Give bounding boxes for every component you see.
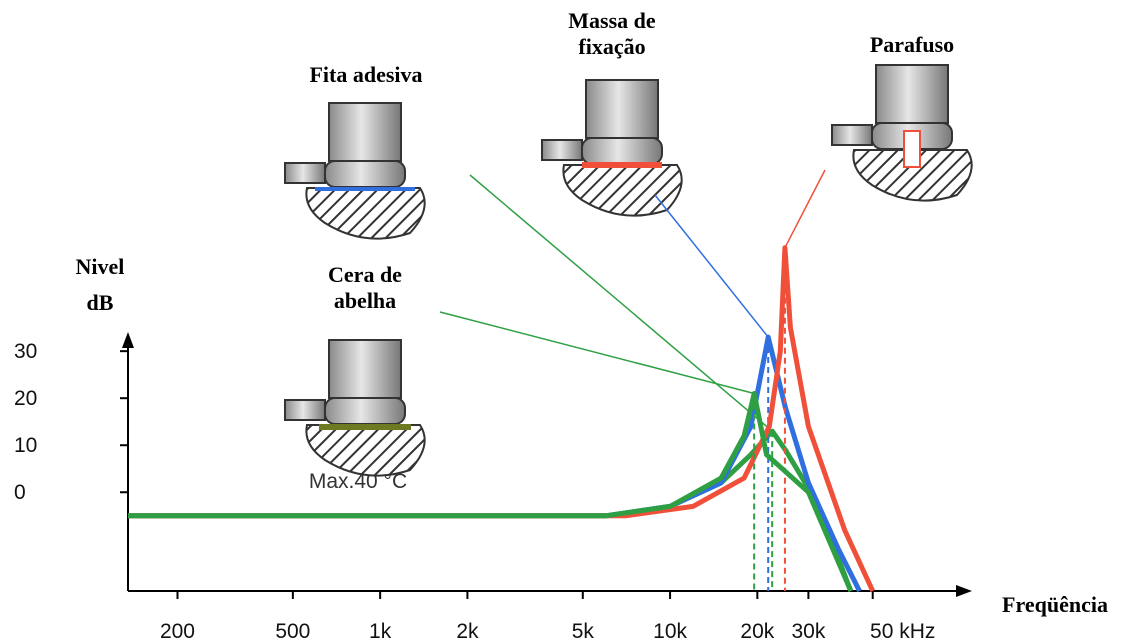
surface [563,165,681,216]
y-tick-label: 10 [14,434,37,457]
connector [285,163,325,183]
sensor-illustration [285,340,425,476]
leader-line [440,312,754,393]
connector [285,400,325,420]
sensor-nut [582,138,662,164]
x-tick-label: 200 [160,620,195,643]
series-label: Fita adesiva [281,62,451,88]
x-tick-label: 30k [791,620,825,643]
x-axis-label: Freqüência [1002,592,1108,617]
sensor-illustration [542,80,682,216]
y-tick-label: 20 [14,387,37,410]
chart: Freqüência Nivel dB Max.40 °C 3020100200… [0,0,1135,644]
series-label: Massa de fixação [557,8,667,60]
page: Freqüência Nivel dB Max.40 °C 3020100200… [0,0,1135,644]
sensor-body [586,80,658,138]
series-label: Cera de abelha [315,262,415,314]
sensor-body [329,103,401,161]
x-tick-label: 1k [369,620,392,643]
x-tick-label: 500 [275,620,310,643]
series-line [128,431,851,591]
y-axis-label: Nivel [76,254,125,279]
sensor-body [876,65,948,123]
x-axis-arrow [956,585,972,597]
surface [306,425,424,476]
x-tick-label: 20k [740,620,774,643]
leader-line [655,195,768,337]
y-axis-arrow [122,332,134,348]
putty [582,162,662,168]
x-tick-label: 2k [456,620,479,643]
x-tick-label: 10k [653,620,687,643]
x-tick-label: 50 kHz [870,620,935,643]
x-tick-label: 5k [572,620,595,643]
series-line [128,394,851,592]
connector [832,125,872,145]
y-tick-label: 30 [14,340,37,363]
sensor-illustration [832,65,972,201]
sensor-body [329,340,401,398]
y-tick-label: 0 [14,481,26,504]
series-label: Parafuso [837,32,987,58]
sensor-nut [325,161,405,187]
leader-line [785,170,825,248]
surface [306,188,424,239]
connector [542,140,582,160]
wax [319,424,411,430]
screw [904,131,920,167]
sensor-nut [325,398,405,424]
sensor-illustration [285,103,425,239]
y-axis-label: dB [87,290,114,315]
